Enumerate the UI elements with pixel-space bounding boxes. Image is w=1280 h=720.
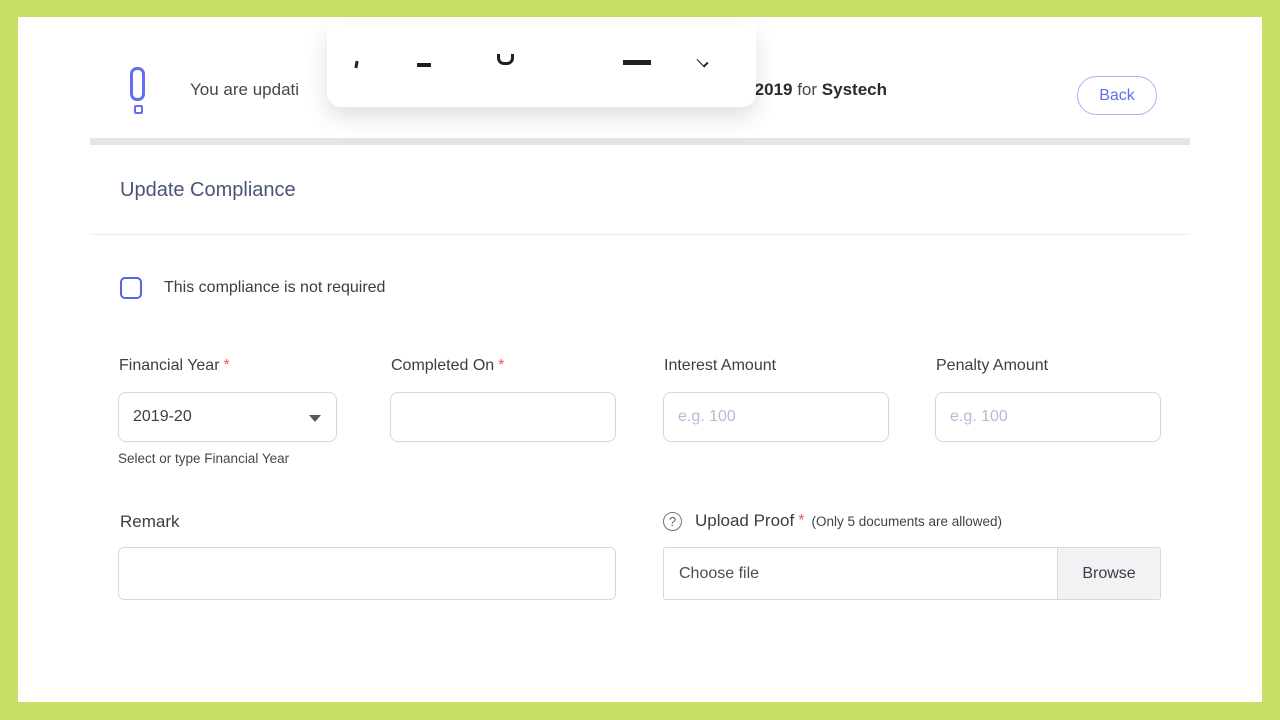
page-title: Update Compliance [120,179,296,201]
clipped-glyph-tick [354,60,359,69]
completed-on-label: Completed On * [391,357,504,375]
banner-for-word: for [792,80,822,99]
exclamation-dot [133,105,143,114]
interest-amount-input[interactable] [663,392,889,442]
upload-proof-file-input[interactable]: Choose file Browse [663,547,1161,600]
upload-proof-label: Upload Proof [695,511,795,530]
browse-button[interactable]: Browse [1057,548,1160,599]
help-icon-glyph: ? [668,513,677,529]
exclamation-bar [130,67,145,101]
remark-label: Remark [120,512,180,531]
remark-input[interactable] [118,547,616,600]
banner-message-right: -2019 for Systech [749,80,887,100]
upload-proof-header: ? Upload Proof * (Only 5 documents are a… [663,511,1002,531]
clipped-glyph-longdash [623,60,651,65]
interest-amount-label: Interest Amount [664,357,777,374]
clipped-overlay-popup [327,25,756,107]
banner-divider-bar [90,138,1190,145]
choose-file-text: Choose file [679,564,760,582]
financial-year-select[interactable]: 2019-20 [118,392,337,442]
required-asterisk: * [223,357,230,374]
financial-year-helper-text: Select or type Financial Year [118,451,290,466]
completed-on-label-text: Completed On [391,357,495,374]
upload-proof-note: (Only 5 documents are allowed) [811,513,1003,529]
main-panel: You are updati -2019 for Systech Back Up… [18,17,1262,702]
financial-year-label: Financial Year * [119,357,230,375]
banner-year-fragment: -2019 [749,80,793,99]
penalty-amount-input[interactable] [935,392,1161,442]
back-button[interactable]: Back [1077,76,1157,115]
chevron-down-icon [309,415,321,422]
heading-divider [90,234,1190,235]
required-asterisk: * [798,512,805,529]
help-icon[interactable]: ? [663,511,682,531]
banner-company-name: Systech [821,80,887,99]
financial-year-value: 2019-20 [133,408,192,425]
clipped-glyph-dash [417,63,431,67]
penalty-amount-label: Penalty Amount [936,357,1049,374]
completed-on-input[interactable] [390,392,616,442]
clipped-glyph-ushape [497,54,514,65]
banner-message-left: You are updati [190,80,300,99]
alert-exclamation-icon [130,67,146,115]
required-asterisk: * [498,357,505,374]
not-required-checkbox[interactable] [120,277,142,299]
not-required-checkbox-row[interactable]: This compliance is not required [120,277,385,299]
financial-year-label-text: Financial Year [119,357,220,374]
not-required-checkbox-label: This compliance is not required [164,279,386,296]
clipped-glyph-chevron [696,55,709,68]
